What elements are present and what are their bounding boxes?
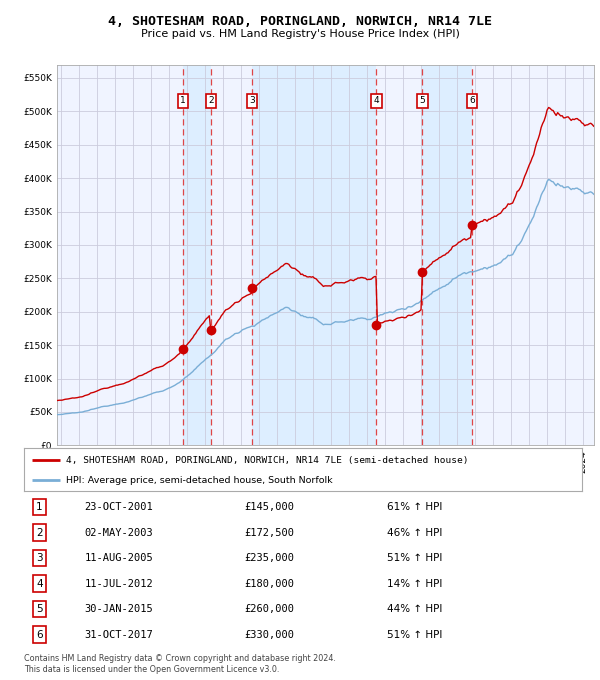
Text: £180,000: £180,000 bbox=[245, 579, 295, 589]
Text: HPI: Average price, semi-detached house, South Norfolk: HPI: Average price, semi-detached house,… bbox=[66, 476, 332, 485]
Text: 4, SHOTESHAM ROAD, PORINGLAND, NORWICH, NR14 7LE (semi-detached house): 4, SHOTESHAM ROAD, PORINGLAND, NORWICH, … bbox=[66, 456, 469, 464]
Text: 6: 6 bbox=[37, 630, 43, 640]
Text: 1: 1 bbox=[181, 97, 186, 105]
Text: 4, SHOTESHAM ROAD, PORINGLAND, NORWICH, NR14 7LE: 4, SHOTESHAM ROAD, PORINGLAND, NORWICH, … bbox=[108, 15, 492, 28]
Text: £172,500: £172,500 bbox=[245, 528, 295, 538]
Text: 11-JUL-2012: 11-JUL-2012 bbox=[85, 579, 153, 589]
Bar bbox=[422, 65, 472, 445]
Text: £330,000: £330,000 bbox=[245, 630, 295, 640]
Bar bbox=[184, 65, 211, 445]
Text: 30-JAN-2015: 30-JAN-2015 bbox=[85, 604, 153, 614]
Text: 61% ↑ HPI: 61% ↑ HPI bbox=[387, 502, 442, 512]
Text: 51% ↑ HPI: 51% ↑ HPI bbox=[387, 630, 442, 640]
Text: 44% ↑ HPI: 44% ↑ HPI bbox=[387, 604, 442, 614]
Text: 2: 2 bbox=[37, 528, 43, 538]
Text: Price paid vs. HM Land Registry's House Price Index (HPI): Price paid vs. HM Land Registry's House … bbox=[140, 29, 460, 39]
Text: 23-OCT-2001: 23-OCT-2001 bbox=[85, 502, 153, 512]
Text: Contains HM Land Registry data © Crown copyright and database right 2024.: Contains HM Land Registry data © Crown c… bbox=[24, 654, 336, 663]
Bar bbox=[252, 65, 376, 445]
Text: £145,000: £145,000 bbox=[245, 502, 295, 512]
Text: 51% ↑ HPI: 51% ↑ HPI bbox=[387, 553, 442, 563]
Text: 4: 4 bbox=[37, 579, 43, 589]
Text: 14% ↑ HPI: 14% ↑ HPI bbox=[387, 579, 442, 589]
Text: 6: 6 bbox=[469, 97, 475, 105]
Text: 1: 1 bbox=[37, 502, 43, 512]
Text: 2: 2 bbox=[208, 97, 214, 105]
Text: 3: 3 bbox=[249, 97, 254, 105]
Text: 31-OCT-2017: 31-OCT-2017 bbox=[85, 630, 153, 640]
Text: 3: 3 bbox=[37, 553, 43, 563]
Text: 5: 5 bbox=[37, 604, 43, 614]
Text: £235,000: £235,000 bbox=[245, 553, 295, 563]
Text: 02-MAY-2003: 02-MAY-2003 bbox=[85, 528, 153, 538]
Text: £260,000: £260,000 bbox=[245, 604, 295, 614]
Text: 5: 5 bbox=[419, 97, 425, 105]
Text: 11-AUG-2005: 11-AUG-2005 bbox=[85, 553, 153, 563]
Text: This data is licensed under the Open Government Licence v3.0.: This data is licensed under the Open Gov… bbox=[24, 665, 280, 674]
Text: 4: 4 bbox=[374, 97, 379, 105]
Text: 46% ↑ HPI: 46% ↑ HPI bbox=[387, 528, 442, 538]
